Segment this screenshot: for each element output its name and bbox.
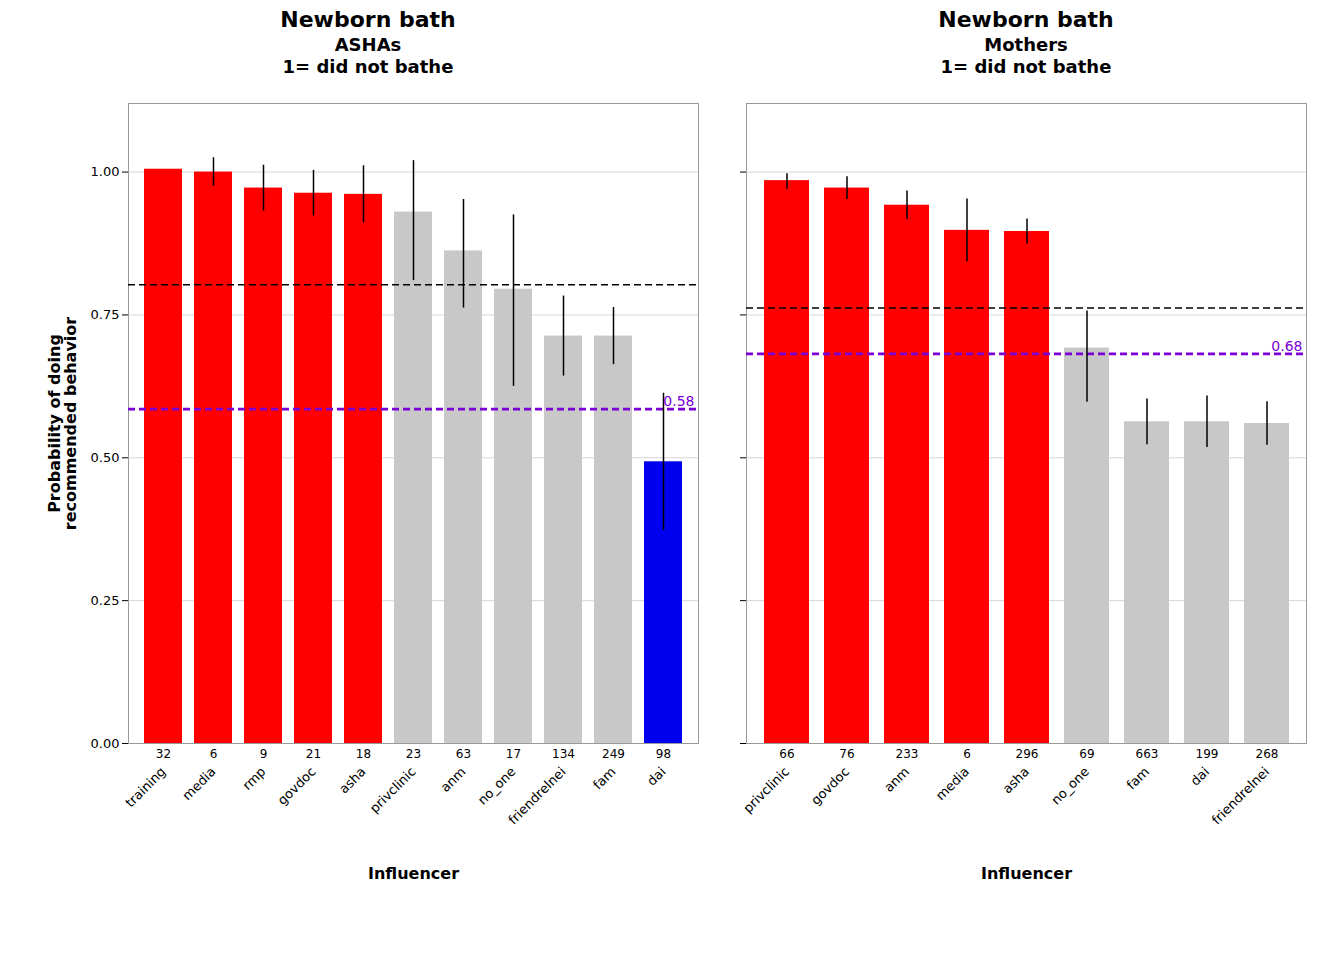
svg-text:23: 23 — [406, 747, 421, 761]
html-text:Newborn bath: Newborn bath — [280, 7, 456, 32]
svg-text:0.00: 0.00 — [91, 735, 120, 750]
svg-text:no_one: no_one — [475, 763, 519, 807]
svg-text:rmp: rmp — [240, 763, 269, 792]
svg-text:76: 76 — [839, 747, 854, 761]
svg-text:media: media — [179, 763, 218, 802]
svg-text:9: 9 — [260, 747, 268, 761]
svg-text:233: 233 — [896, 747, 919, 761]
svg-text:0.75: 0.75 — [91, 307, 120, 322]
svg-text:training: training — [122, 763, 168, 809]
svg-text:0.25: 0.25 — [91, 592, 120, 607]
svg-text:media: media — [933, 763, 972, 802]
svg-text:anm: anm — [881, 763, 912, 794]
svg-text:asha: asha — [1000, 763, 1032, 795]
svg-text:fam: fam — [1124, 763, 1152, 791]
svg-text:69: 69 — [1079, 747, 1094, 761]
svg-text:17: 17 — [506, 747, 521, 761]
svg-text:134: 134 — [552, 747, 575, 761]
svg-text:Probability of doingrecommende: Probability of doingrecommended behavior — [45, 316, 80, 530]
svg-text:21: 21 — [306, 747, 321, 761]
svg-text:98: 98 — [656, 747, 671, 761]
svg-text:199: 199 — [1196, 747, 1219, 761]
svg-text:18: 18 — [356, 747, 371, 761]
svg-text:1.00: 1.00 — [91, 164, 120, 179]
svg-text:privclinic: privclinic — [740, 763, 792, 815]
svg-text:dai: dai — [1187, 763, 1212, 788]
svg-text:6: 6 — [210, 747, 218, 761]
svg-text:296: 296 — [1016, 747, 1039, 761]
html-text:ASHAs 1= did not bathe: ASHAs 1= did not bathe — [282, 33, 454, 77]
svg-text:dai: dai — [644, 763, 669, 788]
svg-text:friendrelnei: friendrelnei — [505, 763, 568, 826]
svg-text:32: 32 — [156, 747, 171, 761]
svg-text:663: 663 — [1136, 747, 1159, 761]
svg-text:govdoc: govdoc — [808, 763, 852, 807]
svg-text:privclinic: privclinic — [367, 763, 419, 815]
svg-text:anm: anm — [438, 763, 469, 794]
svg-text:249: 249 — [602, 747, 625, 761]
svg-text:6: 6 — [963, 747, 971, 761]
svg-text:63: 63 — [456, 747, 471, 761]
svg-text:govdoc: govdoc — [275, 763, 319, 807]
svg-text:268: 268 — [1256, 747, 1279, 761]
html-text:Newborn bath: Newborn bath — [938, 7, 1114, 32]
svg-text:0.50: 0.50 — [91, 449, 120, 464]
svg-text:no_one: no_one — [1048, 763, 1092, 807]
svg-text:friendrelnei: friendrelnei — [1209, 763, 1272, 826]
html-text:Mothers 1= did not bathe: Mothers 1= did not bathe — [940, 33, 1112, 77]
svg-text:0.58: 0.58 — [663, 393, 694, 409]
svg-text:Influencer: Influencer — [981, 863, 1072, 882]
svg-text:fam: fam — [590, 763, 618, 791]
svg-text:66: 66 — [779, 747, 794, 761]
svg-text:asha: asha — [336, 763, 368, 795]
svg-text:0.68: 0.68 — [1271, 337, 1302, 353]
svg-text:Influencer: Influencer — [368, 863, 459, 882]
